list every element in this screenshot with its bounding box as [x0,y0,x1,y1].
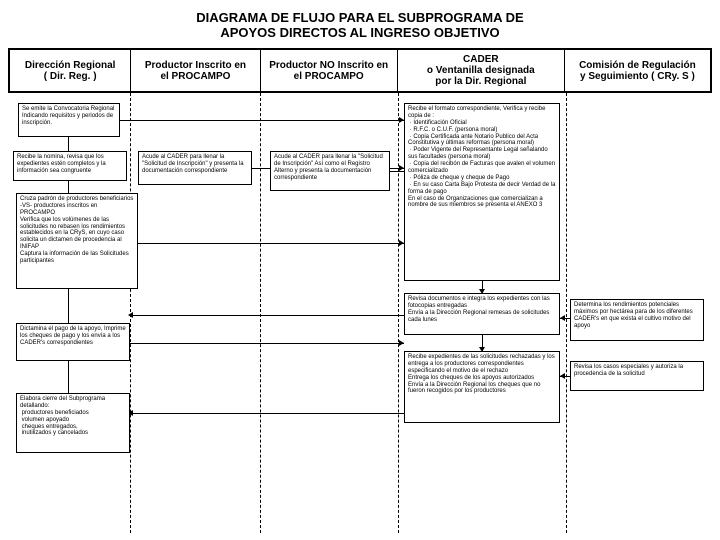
connector [68,181,69,193]
flow-box-convocatoria: Se emite la Convocatoria Regional Indica… [18,103,120,137]
arrowhead-icon [560,315,565,321]
flow-box-acude-cader-no-inscrito: Acude al CADER para llenar la "Solicitud… [270,151,390,191]
swimlane-div-3 [398,93,399,533]
header-col1: Dirección Regional ( Dir. Reg. ) [10,50,131,91]
flow-box-recibe-nomina: Recibe la nomina, revisa que los expedie… [13,151,127,181]
arrowhead-icon [399,340,404,346]
header-col4: CADER o Ventanilla designada por la Dir.… [398,50,565,91]
flow-box-recibe-formato: Recibe el formato correspondiente, Verif… [404,103,560,281]
header-col1-line2: ( Dir. Reg. ) [44,71,97,82]
header-col5: Comisión de Regulación y Seguimiento ( C… [565,50,710,91]
header-col2: Productor Inscrito en el PROCAMPO [131,50,260,91]
header-col4-line2: o Ventanilla designada [427,65,535,76]
arrowhead-icon [128,312,133,318]
header-col5-line1: Comisión de Regulación [579,60,696,71]
flow-box-cruza-padron: Cruza padrón de productores beneficiario… [16,193,138,289]
header-col1-line1: Dirección Regional [25,60,116,71]
swimlane-div-4 [566,93,567,533]
connector [68,137,69,151]
flow-box-determina-rendimientos: Determina los rendimientos potenciales m… [570,299,704,341]
header-col3-line2: el PROCAMPO [294,71,364,82]
arrowhead-icon [560,373,565,379]
title-line1: DIAGRAMA DE FLUJO PARA EL SUBPROGRAMA DE [0,10,720,25]
diagram-title: DIAGRAMA DE FLUJO PARA EL SUBPROGRAMA DE… [0,0,720,48]
flow-box-elabora-cierre: Elabora cierre del Subprograma detalland… [16,393,130,453]
title-line2: APOYOS DIRECTOS AL INGRESO OBJETIVO [0,25,720,40]
header-col4-line3: por la Dir. Regional [435,76,526,87]
header-col3: Productor NO Inscrito en el PROCAMPO [261,50,398,91]
flow-box-acude-cader-inscrito: Acude al CADER para llenar la "Solicitud… [138,151,252,185]
connector [68,361,69,393]
header-col5-line2: y Seguimiento ( CRy. S ) [580,71,695,82]
connector [120,120,404,121]
flow-box-revisa-documentos: Revisa documentos e integra los expedien… [404,293,560,335]
connector [390,171,404,172]
connector [68,289,69,323]
header-row: Dirección Regional ( Dir. Reg. ) Product… [8,48,712,93]
connector [130,413,404,414]
flow-body: Se emite la Convocatoria Regional Indica… [8,93,712,533]
swimlane-div-2 [260,93,261,533]
connector [130,315,404,316]
flow-box-dictamina-pago: Dictamina el pago de la apoyo, Imprime l… [16,323,130,361]
header-col3-line1: Productor NO Inscrito en [269,60,388,71]
connector [138,243,404,244]
header-col4-line1: CADER [463,54,499,65]
flow-box-recibe-expedientes: Recibe expedientes de las solicitudes re… [404,351,560,423]
flow-box-revisa-casos: Revisa los casos especiales y autoriza l… [570,361,704,391]
connector [130,343,404,344]
header-col2-line1: Productor Inscrito en [145,60,246,71]
header-col2-line2: el PROCAMPO [160,71,230,82]
